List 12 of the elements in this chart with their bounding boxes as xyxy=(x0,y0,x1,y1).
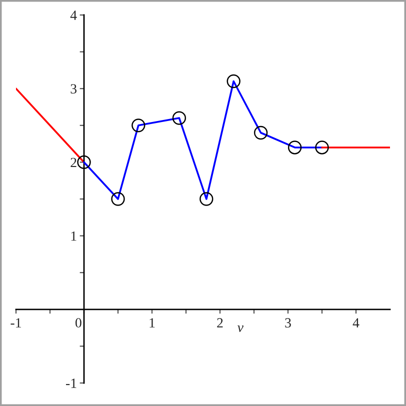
y-tick-label: -1 xyxy=(66,378,76,388)
x-tick-label: 1 xyxy=(150,318,155,328)
y-tick-label: 1 xyxy=(71,231,76,241)
x-tick-label: 3 xyxy=(285,318,291,328)
x-tick-label: 0 xyxy=(76,318,82,328)
x-tick-label: -1 xyxy=(10,318,21,328)
y-tick-label: 2 xyxy=(70,158,76,168)
y-tick-label: 4 xyxy=(70,10,77,20)
x-axis-title: v xyxy=(238,326,244,332)
x-tick-label: 2 xyxy=(217,318,223,328)
x-tick-label: 4 xyxy=(352,318,360,328)
y-tick-label: 3 xyxy=(70,84,77,94)
